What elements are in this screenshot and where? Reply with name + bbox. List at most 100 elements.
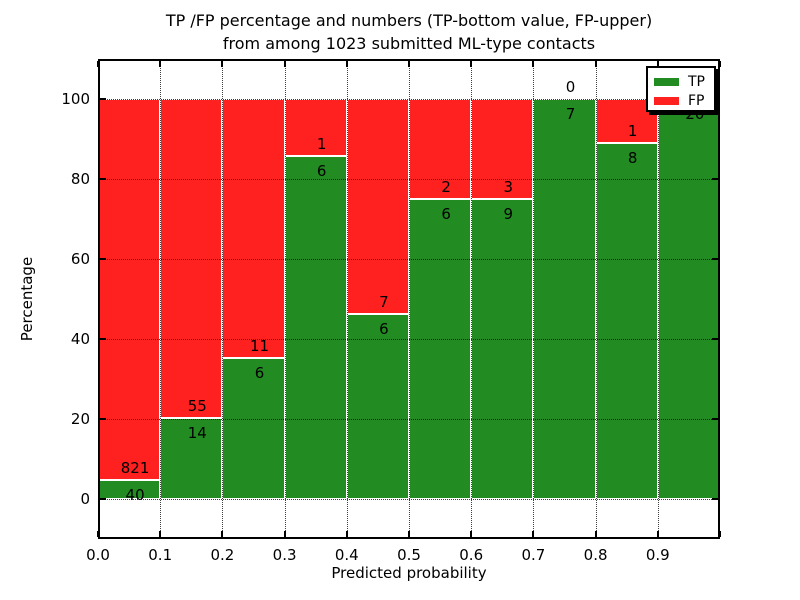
bar-value-label-tp: 6	[316, 162, 327, 181]
bar-value-label-fp: 11	[249, 336, 270, 355]
bar-value-label-tp: 6	[379, 320, 389, 339]
gridline-vertical	[346, 61, 348, 537]
x-tick-label: 0.2	[210, 546, 235, 564]
x-tick-mark	[470, 531, 473, 537]
x-tick-mark	[221, 531, 224, 537]
chart-title: TP /FP percentage and numbers (TP-bottom…	[166, 9, 652, 55]
bar-segment-fp	[222, 99, 285, 358]
x-tick-mark	[97, 61, 99, 67]
x-tick-mark	[283, 531, 286, 537]
bar-value-label-tp: 6	[254, 363, 265, 382]
x-tick-mark	[408, 531, 410, 537]
x-axis-title: Predicted probability	[331, 564, 487, 582]
y-tick-label: 40	[70, 330, 90, 348]
bar-segment-tp	[595, 143, 658, 499]
y-tick-label: 60	[70, 250, 90, 268]
y-tick-mark	[100, 178, 106, 180]
gridline-vertical	[595, 61, 597, 537]
x-tick-mark	[532, 531, 535, 537]
chart-title-line2: from among 1023 submitted ML-type contac…	[222, 34, 596, 53]
x-tick-label: 0.1	[148, 546, 173, 564]
x-tick-mark	[594, 61, 597, 67]
x-tick-mark	[719, 61, 721, 67]
legend-item-tp: TP	[654, 72, 709, 91]
x-tick-mark	[283, 61, 286, 67]
x-tick-mark	[719, 531, 721, 537]
x-tick-label: 0.7	[521, 546, 546, 564]
bar-segment-tp	[160, 417, 223, 499]
x-tick-mark	[656, 61, 659, 67]
x-tick-label: 0.8	[583, 546, 608, 564]
x-tick-label: 0.5	[397, 546, 421, 564]
bar-value-label-tp: 7	[565, 105, 576, 123]
x-tick-mark	[221, 61, 224, 67]
bar-value-label-fp: 1	[627, 122, 638, 141]
bar-value-label-fp: 821	[120, 459, 150, 478]
x-tick-label: 0.6	[459, 546, 484, 564]
gridline-vertical	[533, 61, 535, 537]
bar-segment-tp	[471, 199, 534, 499]
bar-segment-tp	[409, 199, 472, 499]
x-tick-mark	[345, 61, 348, 67]
x-tick-mark	[97, 531, 99, 537]
bar-value-label-fp: 1	[316, 135, 327, 154]
legend-label-fp: FP	[688, 92, 705, 109]
x-tick-label: 0.9	[645, 546, 670, 564]
y-tick-mark	[712, 178, 718, 180]
y-tick-mark	[100, 258, 106, 260]
bar-value-label-tp: 14	[187, 423, 207, 442]
x-tick-label: 0.0	[86, 546, 110, 564]
gridline-vertical	[284, 61, 286, 537]
legend-label-tp: TP	[688, 73, 705, 90]
y-tick-mark	[712, 498, 718, 500]
bar-value-label-tp: 40	[125, 486, 145, 505]
plot-area: 8214055141161676263907180200.00.10.20.30…	[61, 59, 721, 564]
y-tick-label: 80	[70, 170, 90, 188]
y-tick-mark	[712, 338, 718, 340]
bar-value-label-tp: 9	[503, 205, 514, 223]
x-tick-mark	[159, 531, 162, 537]
bar-segment-fp	[160, 99, 223, 418]
bar-segment-tp	[284, 156, 347, 499]
y-tick-mark	[712, 258, 718, 260]
bar-value-label-fp: 3	[503, 178, 514, 196]
gridline-vertical	[222, 61, 224, 537]
x-tick-mark	[532, 61, 535, 67]
legend: TP FP	[646, 66, 716, 112]
y-tick-mark	[100, 338, 106, 340]
bar-value-label-tp: 6	[441, 205, 451, 223]
y-tick-label: 0	[80, 490, 90, 508]
x-tick-label: 0.4	[334, 546, 359, 564]
y-tick-mark	[100, 418, 106, 420]
y-tick-label: 20	[70, 410, 90, 428]
x-tick-label: 0.3	[272, 546, 297, 564]
gridline-vertical	[471, 61, 473, 537]
x-tick-mark	[470, 61, 473, 67]
legend-swatch-tp-icon	[654, 77, 679, 86]
legend-swatch-fp-icon	[654, 96, 679, 105]
bar-value-label-tp: 8	[627, 149, 638, 168]
bar-segment-tp	[657, 99, 720, 499]
bar-segment-fp	[98, 99, 161, 481]
x-tick-mark	[594, 531, 597, 537]
bar-segment-tp	[533, 99, 596, 499]
bar-value-label-fp: 0	[565, 78, 576, 96]
gridline-vertical	[409, 61, 410, 537]
x-tick-mark	[656, 531, 659, 537]
chart-title-line1: TP /FP percentage and numbers (TP-bottom…	[165, 11, 653, 30]
bar-segment-tp	[222, 357, 285, 499]
bar-segment-tp	[346, 314, 409, 499]
gridline-vertical	[160, 61, 162, 537]
y-tick-mark	[712, 418, 718, 420]
y-tick-label: 100	[61, 90, 90, 108]
bar-value-label-fp: 7	[379, 293, 389, 312]
bar-value-label-fp: 2	[441, 178, 451, 196]
x-tick-mark	[408, 61, 410, 67]
gridline-vertical	[657, 61, 659, 537]
y-tick-mark	[100, 498, 106, 500]
legend-item-fp: FP	[654, 91, 709, 110]
y-axis-title: Percentage	[18, 256, 36, 342]
x-tick-mark	[345, 531, 348, 537]
y-tick-mark	[100, 98, 106, 100]
